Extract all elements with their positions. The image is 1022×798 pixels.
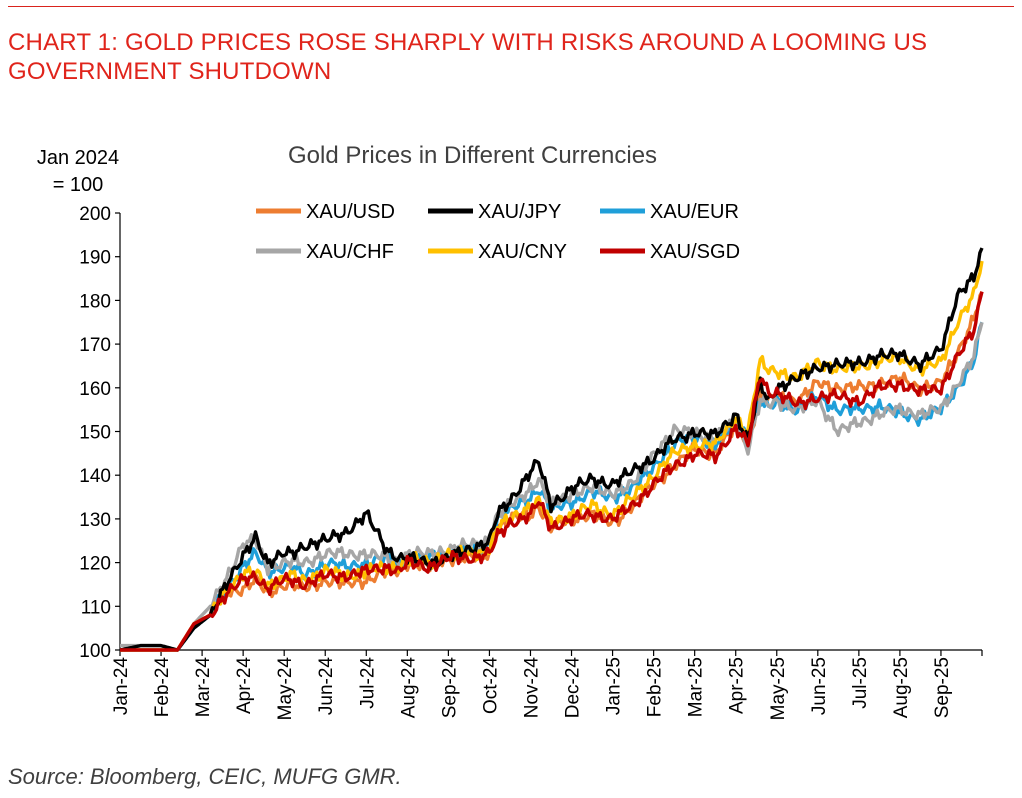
- legend-label-xau-jpy: XAU/JPY: [478, 201, 561, 223]
- source-note: Source: Bloomberg, CEIC, MUFG GMR.: [8, 764, 402, 789]
- x-tick-label: Aug-25: [891, 657, 912, 718]
- x-tick-label: Jan-24: [111, 657, 132, 716]
- y-tick-label: 130: [79, 510, 111, 531]
- plot-title: Gold Prices in Different Currencies: [288, 142, 658, 169]
- y-tick-label: 160: [79, 379, 111, 400]
- series-lines: [119, 247, 984, 652]
- y-axis-unit-label: Jan 2024 = 100: [22, 145, 134, 199]
- x-tick-label: Aug-24: [398, 657, 419, 719]
- x-tick-label: Jul-24: [357, 657, 378, 709]
- x-tick-label: Sep-25: [932, 657, 953, 718]
- x-axis: Jan-24 Feb-24 Mar-24 Apr-24 May-24 Jun-24 Jul-…: [111, 649, 983, 721]
- legend-label-xau-eur: XAU/EUR: [650, 201, 739, 223]
- x-tick-label: Jun-24: [316, 657, 337, 716]
- x-tick-label: Feb-25: [645, 657, 666, 717]
- legend: XAU/USD XAU/JPY XAU/EUR XAU/CHF XAU/CNY XAU/S…: [256, 201, 740, 263]
- y-axis: 100 110 120 130 140 150 160 170 180 190 200: [79, 204, 121, 662]
- series-line-xau-cny: [120, 260, 984, 652]
- legend-label-xau-cny: XAU/CNY: [478, 241, 567, 263]
- x-tick-label: Mar-25: [686, 657, 707, 717]
- y-tick-label: 190: [79, 248, 111, 269]
- y-tick-label: 170: [79, 335, 111, 356]
- y-axis-unit-line-2: = 100: [52, 174, 104, 196]
- y-tick-label: 140: [79, 466, 111, 487]
- x-tick-label: May-25: [768, 657, 789, 720]
- top-rule: [8, 6, 1014, 7]
- legend-label-xau-usd: XAU/USD: [306, 201, 395, 223]
- series-line-xau-sgd: [120, 291, 984, 652]
- y-tick-label: 100: [79, 641, 111, 662]
- y-tick-label: 110: [81, 597, 111, 618]
- y-tick-label: 150: [79, 423, 111, 444]
- x-tick-label: Nov-24: [521, 657, 542, 719]
- x-tick-label: Jan-25: [604, 657, 625, 715]
- series-line-xau-usd: [120, 290, 984, 652]
- x-tick-label: Oct-24: [480, 657, 501, 714]
- y-tick-label: 120: [79, 554, 111, 575]
- legend-label-xau-sgd: XAU/SGD: [650, 241, 740, 263]
- y-tick-label: 180: [79, 291, 111, 312]
- y-axis-unit-line-1: Jan 2024: [36, 147, 120, 169]
- x-tick-label: Jul-25: [850, 657, 871, 709]
- x-tick-label: Jun-25: [809, 657, 830, 715]
- chart-heading: CHART 1: GOLD PRICES ROSE SHARPLY WITH R…: [8, 29, 928, 85]
- x-tick-label: Sep-24: [439, 657, 460, 719]
- series-line-xau-jpy: [119, 247, 984, 652]
- x-tick-label: Apr-25: [727, 657, 748, 714]
- x-tick-label: Feb-24: [152, 657, 173, 718]
- legend-label-xau-chf: XAU/CHF: [306, 241, 394, 263]
- x-tick-label: Apr-24: [234, 657, 255, 714]
- x-tick-label: May-24: [275, 657, 296, 721]
- series-line-xau-eur: [120, 321, 984, 652]
- series-line-xau-chf: [120, 321, 984, 652]
- x-tick-label: Dec-24: [563, 657, 584, 719]
- x-tick-label: Mar-24: [193, 657, 214, 718]
- y-tick-label: 200: [79, 204, 111, 225]
